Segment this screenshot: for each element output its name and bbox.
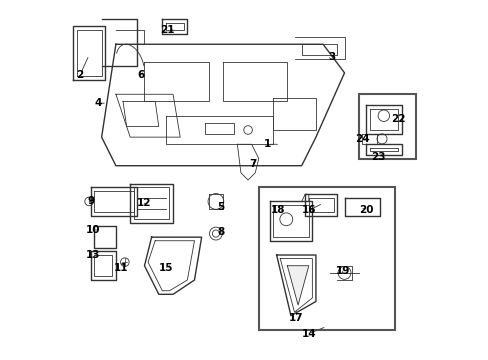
Text: 18: 18 [271,205,285,215]
Text: 17: 17 [288,312,303,323]
Text: 8: 8 [217,227,224,237]
Text: 10: 10 [85,225,100,235]
Polygon shape [287,266,308,305]
Text: 16: 16 [301,205,315,215]
Text: 19: 19 [335,266,349,276]
Text: 7: 7 [249,159,257,169]
Text: 5: 5 [217,202,224,212]
Text: 14: 14 [301,329,315,339]
Text: 9: 9 [87,197,94,206]
Text: 2: 2 [77,69,83,80]
Text: 11: 11 [114,262,128,273]
Text: 22: 22 [390,114,405,124]
Text: 21: 21 [160,25,175,35]
Text: 1: 1 [264,139,271,149]
Text: 12: 12 [137,198,151,208]
Bar [258,187,394,330]
Text: 13: 13 [85,250,100,260]
Text: 24: 24 [354,134,369,144]
Text: 4: 4 [94,98,102,108]
Text: 6: 6 [137,69,144,80]
Text: 3: 3 [328,52,335,62]
Bar [358,94,415,158]
Text: 23: 23 [370,152,385,162]
Text: 15: 15 [158,262,173,273]
Text: 20: 20 [358,205,372,215]
